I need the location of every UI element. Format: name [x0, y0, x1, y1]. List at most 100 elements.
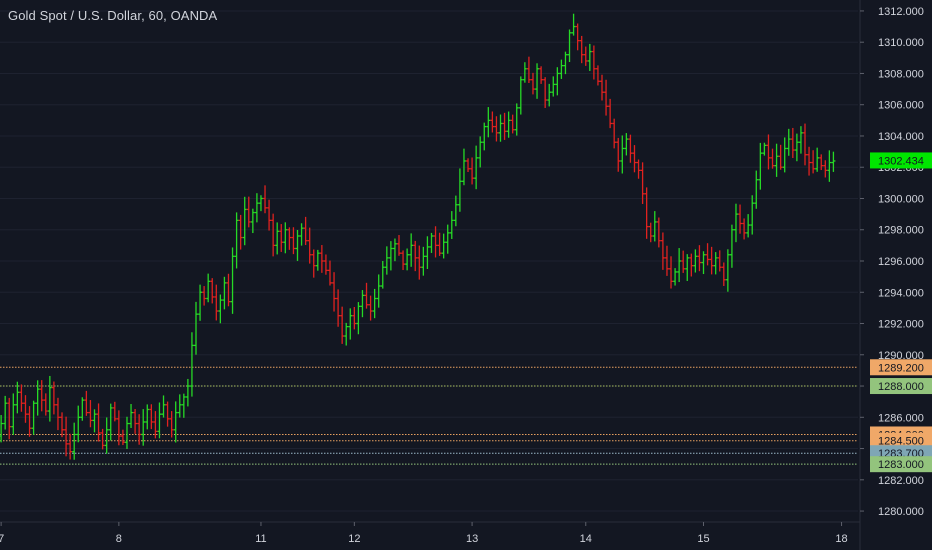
ohlc-bar — [750, 195, 755, 235]
ohlc-bar — [368, 295, 373, 321]
ohlc-bar — [76, 405, 81, 443]
ohlc-bar — [721, 262, 726, 286]
y-tick-label: 1306.000 — [878, 100, 924, 112]
ohlc-bar — [68, 433, 73, 460]
ohlc-bar — [693, 249, 698, 273]
ohlc-bar — [295, 230, 300, 261]
ohlc-bar — [636, 159, 641, 179]
ohlc-bar — [807, 146, 812, 176]
y-tick-label: 1300.000 — [878, 193, 924, 205]
ohlc-bar — [441, 233, 446, 259]
ohlc-bar — [120, 429, 125, 446]
ohlc-bar — [815, 147, 820, 172]
ohlc-bar — [254, 193, 259, 223]
ohlc-bar — [656, 217, 661, 248]
ohlc-bar — [258, 195, 263, 212]
ohlc-bar — [445, 224, 450, 254]
ohlc-bar — [819, 154, 824, 171]
ohlc-bar — [437, 232, 442, 256]
ohlc-bar — [392, 238, 397, 262]
ohlc-bar — [173, 401, 178, 443]
ohlc-bar — [0, 415, 4, 443]
ohlc-bar — [673, 268, 678, 286]
ohlc-bar — [311, 249, 316, 278]
ohlc-bar — [482, 122, 487, 151]
price-tags: 1289.2001288.0001284.9001284.5001283.700… — [870, 152, 932, 473]
ohlc-bar — [526, 56, 531, 83]
ohlc-bar — [701, 251, 706, 275]
ohlc-bar — [376, 274, 381, 308]
chart-title: Gold Spot / U.S. Dollar, 60, OANDA — [8, 8, 218, 23]
ohlc-bar — [153, 411, 158, 439]
ohlc-bar — [543, 77, 548, 108]
ohlc-bar — [303, 216, 308, 246]
ohlc-bar — [433, 226, 438, 258]
ohlc-bar — [64, 416, 69, 457]
ohlc-bar — [108, 403, 113, 441]
ohlc-bar — [246, 196, 251, 228]
ohlc-bar — [457, 168, 462, 212]
y-tick-label: 1310.000 — [878, 37, 924, 49]
ohlc-bar — [242, 196, 247, 246]
ohlc-bar — [823, 160, 828, 178]
ohlc-bar — [352, 306, 357, 330]
ohlc-bar — [141, 409, 146, 446]
ohlc-bar — [685, 254, 690, 281]
ohlc-bar — [372, 288, 377, 319]
y-tick-label: 1286.000 — [878, 412, 924, 424]
x-tick-label: 12 — [348, 533, 360, 545]
ohlc-bar — [7, 397, 12, 440]
ohlc-bar — [129, 404, 134, 429]
ohlc-bar — [648, 222, 653, 243]
ohlc-bar — [23, 395, 28, 423]
ohlc-bar — [725, 249, 730, 292]
ohlc-bar — [539, 66, 544, 84]
ohlc-bar — [640, 162, 645, 204]
ohlc-bar — [198, 284, 203, 321]
ohlc-bar — [397, 235, 401, 256]
ohlc-bar — [344, 322, 349, 346]
ohlc-bar — [112, 401, 117, 422]
last-price-tag: 1302.434 — [870, 152, 932, 169]
ohlc-bar — [453, 195, 458, 227]
ohlc-bar — [689, 253, 694, 277]
ohlc-bar — [323, 254, 328, 275]
ohlc-bar — [466, 158, 471, 173]
x-tick-label: 11 — [255, 533, 266, 545]
ohlc-bar — [697, 245, 702, 272]
ohlc-bar — [502, 112, 507, 140]
y-tick-label: 1282.000 — [878, 475, 924, 487]
ohlc-bar — [831, 151, 836, 172]
ohlc-bar — [250, 208, 255, 234]
ohlc-bar — [60, 412, 65, 438]
ohlc-bar — [315, 249, 320, 271]
ohlc-bar — [185, 378, 190, 407]
ohlc-bar — [384, 246, 389, 275]
ohlc-bar — [88, 400, 93, 428]
ohlc-bar — [770, 148, 775, 169]
ohlc-bar — [319, 245, 324, 273]
ohlc-bar — [628, 134, 633, 163]
ohlc-bar — [137, 414, 142, 445]
ohlc-bar — [116, 410, 121, 446]
time-axis[interactable]: 7 8 11 12 13 14 15 18 — [0, 522, 848, 545]
ohlc-bar — [449, 211, 454, 239]
ohlc-bar — [3, 395, 8, 430]
y-tick-label: 1290.000 — [878, 350, 924, 362]
ohlc-bar — [494, 116, 499, 142]
ohlc-bar — [92, 409, 97, 433]
ohlc-bar — [202, 286, 207, 306]
ohlc-bar — [356, 302, 361, 335]
ohlc-bar — [478, 136, 483, 168]
ohlc-bar — [35, 380, 40, 416]
ohlc-bar — [287, 227, 292, 250]
level-price-tag: 1288.000 — [870, 378, 932, 395]
y-tick-label: 1304.000 — [878, 131, 924, 143]
ohlc-bar — [470, 157, 475, 185]
ohlc-bar — [474, 145, 479, 190]
level-price-tag-label: 1284.500 — [878, 436, 924, 448]
ohlc-bar — [535, 63, 540, 99]
ohlc-bar — [161, 395, 166, 418]
ohlc-bar — [790, 127, 795, 159]
